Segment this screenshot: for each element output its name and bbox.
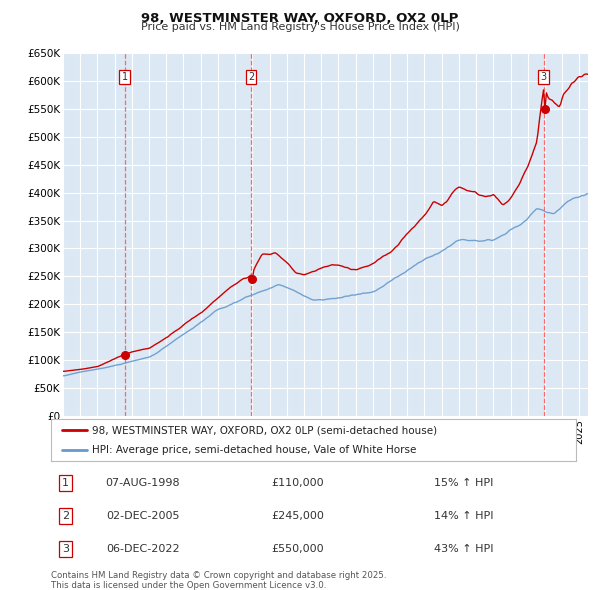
Text: Contains HM Land Registry data © Crown copyright and database right 2025.
This d: Contains HM Land Registry data © Crown c…: [51, 571, 386, 590]
Text: HPI: Average price, semi-detached house, Vale of White Horse: HPI: Average price, semi-detached house,…: [92, 445, 416, 455]
Text: 3: 3: [62, 544, 69, 554]
Text: 3: 3: [541, 72, 547, 81]
Text: 07-AUG-1998: 07-AUG-1998: [106, 478, 180, 488]
Text: 02-DEC-2005: 02-DEC-2005: [106, 511, 179, 521]
Text: 2: 2: [62, 511, 69, 521]
Text: 1: 1: [62, 478, 69, 488]
Text: 14% ↑ HPI: 14% ↑ HPI: [434, 511, 494, 521]
Text: 98, WESTMINSTER WAY, OXFORD, OX2 0LP (semi-detached house): 98, WESTMINSTER WAY, OXFORD, OX2 0LP (se…: [92, 425, 437, 435]
Text: 43% ↑ HPI: 43% ↑ HPI: [434, 544, 494, 554]
Text: Price paid vs. HM Land Registry's House Price Index (HPI): Price paid vs. HM Land Registry's House …: [140, 22, 460, 32]
Text: £110,000: £110,000: [271, 478, 324, 488]
Text: 15% ↑ HPI: 15% ↑ HPI: [434, 478, 494, 488]
Text: 06-DEC-2022: 06-DEC-2022: [106, 544, 179, 554]
Text: £550,000: £550,000: [271, 544, 324, 554]
Text: 98, WESTMINSTER WAY, OXFORD, OX2 0LP: 98, WESTMINSTER WAY, OXFORD, OX2 0LP: [142, 12, 458, 25]
Text: 2: 2: [248, 72, 254, 81]
Text: £245,000: £245,000: [271, 511, 324, 521]
Text: 1: 1: [122, 72, 128, 81]
